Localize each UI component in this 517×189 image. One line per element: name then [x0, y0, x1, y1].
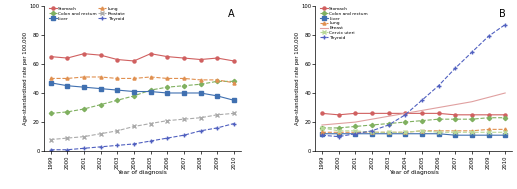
- Text: A: A: [228, 9, 235, 19]
- X-axis label: Year of diagnosis: Year of diagnosis: [117, 170, 167, 175]
- Y-axis label: Age-standardized rate per 100,000: Age-standardized rate per 100,000: [295, 32, 299, 125]
- Legend: Stomach, Colon and rectum, Liver, Lung, Breast, Cervix uteri, Thyroid: Stomach, Colon and rectum, Liver, Lung, …: [320, 6, 368, 40]
- Text: B: B: [499, 9, 506, 19]
- Legend: Stomach, Colon and rectum, Liver, Lung, Prostate, Thyroid: Stomach, Colon and rectum, Liver, Lung, …: [48, 6, 126, 21]
- Y-axis label: Age-standardized rate per 100,000: Age-standardized rate per 100,000: [23, 32, 28, 125]
- X-axis label: Year of diagnosis: Year of diagnosis: [389, 170, 438, 175]
